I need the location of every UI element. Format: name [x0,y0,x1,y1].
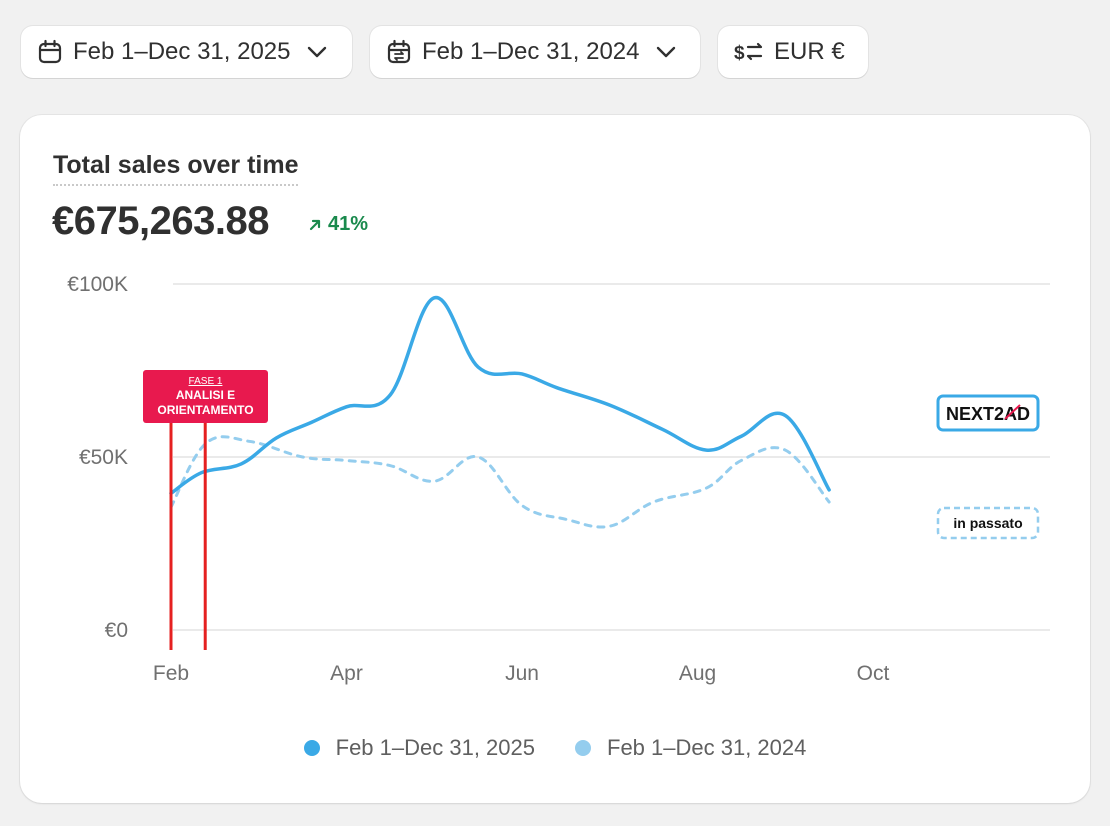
x-axis-ticks: Feb Apr Jun Aug Oct [153,662,890,685]
svg-text:$: $ [734,43,745,64]
past-label-box [936,506,1040,540]
compare-range-label: Feb 1–Dec 31, 2024 [422,38,640,65]
legend-dot-current [303,740,320,756]
legend-label-previous: Feb 1–Dec 31, 2024 [607,735,807,760]
phase-title: FASE 1 [189,376,223,387]
legend-label-current: Feb 1–Dec 31, 2025 [335,735,535,760]
x-tick-label: Apr [330,662,363,685]
phase-text-line-2: ORIENTAMENTO [157,403,253,417]
past-annotation: in passato [936,506,1040,540]
chart-legend: Feb 1–Dec 31, 2025 Feb 1–Dec 31, 2024 [20,735,1090,761]
x-tick-label: Oct [857,662,890,685]
brand-annotation: NEXT2AD [936,394,1040,432]
sales-card: Total sales over time €675,263.88 41% €0… [20,115,1090,803]
x-tick-label: Feb [153,662,189,685]
date-range-label: Feb 1–Dec 31, 2025 [73,38,291,65]
total-sales-value: €675,263.88 [52,199,269,243]
chart-title[interactable]: Total sales over time [53,151,299,186]
legend-dot-previous [575,740,591,756]
change-badge: 41% [308,213,368,236]
y-tick-label: €0 [105,619,128,642]
calendar-compare-icon [387,39,411,64]
series-line-current [169,296,831,496]
legend-item-previous[interactable]: Feb 1–Dec 31, 2024 [575,735,806,761]
y-axis-ticks: €0 €50K €100K [67,273,128,642]
x-tick-label: Jun [505,662,539,685]
brand-logo-accent [1004,404,1021,420]
date-range-button[interactable]: Feb 1–Dec 31, 2025 [21,26,352,78]
phase-annotation-box [143,370,268,423]
chevron-down-icon [656,46,675,58]
sales-line-chart: €0 €50K €100K Feb Apr Jun Aug Oct FASE 1 ANALI… [67,273,1050,685]
series-line-previous [169,435,831,529]
chevron-down-icon [307,46,326,58]
currency-button[interactable]: $ EUR € [718,26,868,78]
phase-annotation: FASE 1 ANALISI E ORIENTAMENTO [143,370,268,423]
brand-logo: NEXT2AD [946,404,1030,424]
chart-grid [173,283,1050,631]
brand-logo-box [936,394,1040,432]
compare-range-button[interactable]: Feb 1–Dec 31, 2024 [370,26,700,78]
x-tick-label: Aug [679,662,716,685]
change-value: 41% [328,213,369,235]
y-tick-label: €100K [67,273,128,296]
arrow-up-right-icon [309,219,321,230]
past-label: in passato [953,515,1022,531]
phase-text-line-1: ANALISI E [176,388,235,402]
y-tick-label: €50K [79,446,128,469]
legend-item-current[interactable]: Feb 1–Dec 31, 2025 [303,735,535,761]
currency-exchange-icon: $ [734,42,763,64]
currency-label: EUR € [774,38,845,65]
chart-series [169,296,831,529]
calendar-icon [38,39,62,64]
